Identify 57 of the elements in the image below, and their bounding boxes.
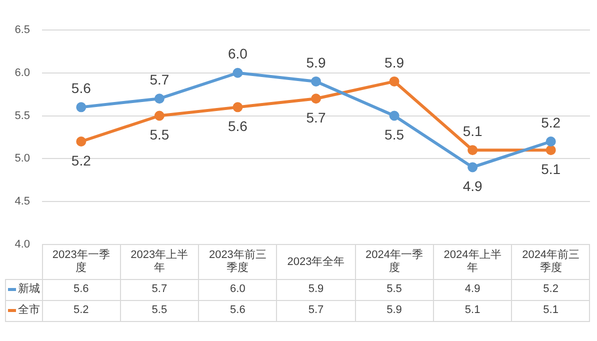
point — [546, 136, 556, 146]
data-label: 5.1 — [512, 300, 590, 322]
legend-label: 新城 — [6, 279, 42, 300]
point — [232, 102, 243, 112]
point — [389, 76, 400, 86]
data-label: 5.1 — [433, 300, 512, 322]
y-tick-label: 4.5 — [14, 196, 30, 208]
text: 4.9 — [462, 178, 482, 194]
y-tick-label: 6.5 — [14, 24, 30, 36]
point — [311, 76, 321, 86]
y-tick-label: 6.0 — [14, 66, 30, 79]
text: 6.0 — [228, 46, 248, 62]
point — [546, 145, 556, 156]
text: 5.2 — [541, 114, 561, 130]
data-label: 5.5 — [355, 279, 434, 300]
point — [468, 145, 478, 156]
text: 5.2 — [71, 152, 91, 168]
text: 5.9 — [384, 54, 404, 70]
point — [154, 110, 164, 121]
data-label: 5.5 — [120, 300, 199, 322]
legend-label: 全市 — [6, 300, 42, 322]
x-tick-label: 2023年前三季度 — [208, 249, 268, 276]
text: 5.6 — [228, 118, 248, 134]
point — [232, 68, 243, 78]
y-tick-label: 5.5 — [14, 110, 30, 122]
data-label: 5.9 — [355, 300, 434, 322]
x-tick-label: 2024年一季度 — [364, 249, 424, 276]
point — [154, 94, 164, 104]
text: 5.6 — [71, 80, 91, 96]
point — [389, 110, 400, 121]
data-label: 5.2 — [512, 279, 590, 300]
text: 5.5 — [150, 126, 170, 143]
data-label: 5.6 — [198, 300, 277, 322]
point — [311, 94, 321, 104]
text: 5.7 — [150, 71, 170, 88]
data-label: 5.2 — [42, 300, 120, 322]
data-label: 4.9 — [433, 279, 512, 300]
data-label: 6.0 — [198, 279, 277, 300]
y-tick-label: 5.0 — [14, 152, 30, 165]
x-tick-label: 2024年上半年 — [442, 249, 502, 276]
point — [76, 102, 86, 112]
x-tick-label: 2024年前三季度 — [521, 249, 581, 276]
text: 5.1 — [462, 122, 482, 139]
data-label: 5.7 — [120, 279, 199, 300]
y-tick-label: 4.0 — [14, 238, 30, 250]
x-tick-label: 2023年一季度 — [51, 249, 111, 276]
point — [468, 162, 478, 172]
data-label: 5.9 — [276, 279, 356, 300]
x-tick-label: 2023年全年 — [286, 256, 346, 269]
x-tick-label: 2023年上半年 — [130, 249, 190, 276]
text: 5.5 — [384, 126, 404, 143]
text: 5.9 — [306, 54, 326, 70]
data-label: 5.6 — [42, 279, 120, 300]
point — [76, 136, 86, 146]
data-label: 5.7 — [276, 300, 356, 322]
text: 5.7 — [306, 109, 326, 126]
text: 5.1 — [541, 160, 561, 177]
